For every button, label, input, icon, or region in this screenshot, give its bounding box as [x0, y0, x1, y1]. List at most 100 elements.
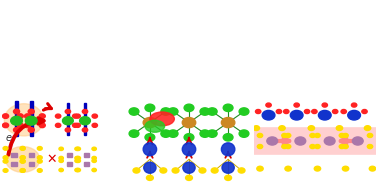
Ellipse shape [183, 162, 195, 173]
Circle shape [362, 109, 367, 114]
Circle shape [37, 146, 42, 150]
Circle shape [364, 126, 371, 130]
Circle shape [310, 133, 315, 137]
Ellipse shape [4, 104, 43, 136]
Circle shape [37, 159, 42, 163]
Circle shape [25, 123, 31, 128]
Circle shape [257, 145, 263, 149]
Circle shape [367, 145, 373, 149]
Circle shape [168, 130, 178, 137]
Circle shape [342, 166, 349, 171]
Circle shape [76, 156, 81, 160]
Circle shape [62, 117, 73, 125]
Circle shape [336, 126, 342, 130]
Ellipse shape [150, 112, 174, 126]
Circle shape [20, 159, 25, 163]
Circle shape [200, 130, 210, 137]
Circle shape [285, 145, 291, 149]
Text: e: e [6, 133, 12, 143]
Bar [15, 101, 18, 136]
Circle shape [65, 109, 71, 114]
Circle shape [279, 126, 285, 130]
Circle shape [352, 103, 357, 107]
Circle shape [284, 109, 289, 114]
Bar [67, 153, 71, 157]
Circle shape [76, 147, 81, 150]
Text: ✕: ✕ [46, 153, 57, 166]
Circle shape [339, 133, 345, 137]
Circle shape [73, 114, 78, 118]
Circle shape [257, 133, 263, 137]
Ellipse shape [222, 143, 235, 156]
Circle shape [343, 133, 348, 137]
Bar [28, 153, 34, 157]
Circle shape [39, 123, 45, 128]
Circle shape [315, 145, 320, 149]
Bar [67, 162, 71, 166]
Circle shape [295, 137, 306, 145]
Circle shape [73, 123, 78, 127]
Circle shape [315, 133, 320, 137]
Circle shape [59, 168, 64, 172]
Circle shape [253, 126, 260, 130]
Circle shape [276, 109, 282, 114]
Circle shape [75, 156, 79, 160]
Circle shape [82, 128, 88, 132]
Circle shape [285, 133, 291, 137]
Bar [84, 103, 86, 136]
Circle shape [262, 110, 275, 120]
Circle shape [129, 130, 139, 137]
Circle shape [318, 110, 331, 120]
Bar [84, 153, 89, 157]
Circle shape [133, 168, 140, 173]
Circle shape [59, 147, 64, 150]
Circle shape [3, 169, 8, 172]
Circle shape [59, 156, 64, 160]
Circle shape [37, 169, 42, 172]
Circle shape [3, 114, 9, 118]
Ellipse shape [182, 143, 196, 156]
Circle shape [76, 168, 81, 172]
Circle shape [267, 137, 277, 145]
Circle shape [257, 166, 263, 171]
Circle shape [20, 159, 25, 163]
Bar [11, 153, 17, 157]
Circle shape [348, 110, 361, 120]
Circle shape [75, 168, 79, 172]
Circle shape [341, 109, 346, 114]
Circle shape [129, 108, 139, 115]
Circle shape [76, 159, 81, 162]
Circle shape [369, 166, 376, 171]
Circle shape [339, 145, 345, 149]
Bar [84, 162, 89, 166]
Circle shape [143, 118, 156, 128]
Circle shape [352, 137, 363, 145]
Circle shape [25, 116, 37, 125]
FancyBboxPatch shape [253, 127, 377, 155]
Circle shape [17, 123, 23, 128]
Circle shape [168, 108, 178, 115]
Bar [28, 162, 34, 166]
Circle shape [92, 156, 96, 160]
Circle shape [239, 108, 249, 115]
Circle shape [256, 109, 261, 114]
Circle shape [182, 118, 196, 128]
Circle shape [294, 103, 299, 107]
Circle shape [92, 168, 96, 172]
Circle shape [75, 147, 79, 150]
Circle shape [75, 123, 81, 127]
Bar [30, 101, 33, 136]
Circle shape [82, 109, 88, 114]
Circle shape [161, 130, 170, 137]
Circle shape [308, 126, 314, 130]
Circle shape [65, 128, 71, 132]
Circle shape [172, 168, 179, 173]
Circle shape [75, 159, 79, 162]
Ellipse shape [6, 146, 40, 172]
Circle shape [145, 104, 155, 111]
Circle shape [20, 146, 25, 150]
Circle shape [343, 145, 348, 149]
Circle shape [3, 123, 9, 128]
Circle shape [324, 137, 335, 145]
Circle shape [310, 145, 315, 149]
